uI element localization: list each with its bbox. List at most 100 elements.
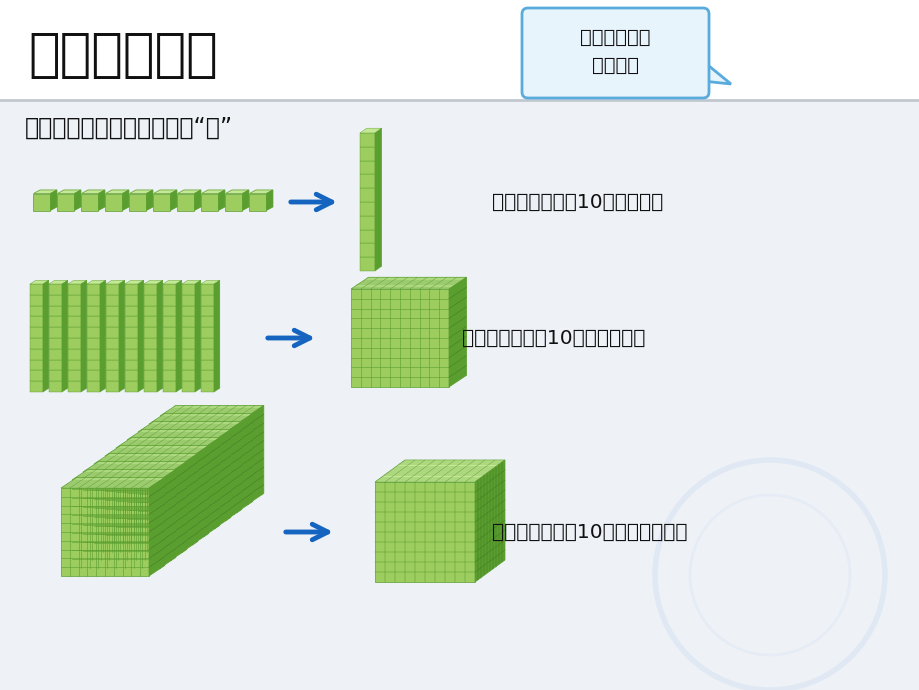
Polygon shape [61, 488, 149, 576]
Polygon shape [144, 381, 157, 392]
Polygon shape [204, 437, 220, 536]
Polygon shape [106, 338, 119, 349]
Polygon shape [94, 453, 198, 464]
Polygon shape [359, 230, 375, 244]
Polygon shape [72, 480, 160, 568]
Polygon shape [177, 190, 200, 193]
Polygon shape [200, 280, 220, 284]
Polygon shape [182, 284, 195, 295]
Polygon shape [359, 188, 375, 202]
Polygon shape [692, 57, 731, 84]
Polygon shape [201, 193, 219, 210]
Polygon shape [57, 193, 74, 210]
Polygon shape [138, 280, 143, 392]
Polygon shape [68, 317, 81, 327]
Bar [0, 0, 919, 100]
Polygon shape [149, 477, 165, 576]
Polygon shape [163, 295, 176, 306]
Polygon shape [163, 381, 176, 392]
Polygon shape [87, 306, 100, 317]
Polygon shape [163, 338, 176, 349]
Polygon shape [72, 469, 176, 480]
Polygon shape [448, 277, 466, 387]
Polygon shape [30, 284, 43, 295]
Polygon shape [359, 133, 375, 147]
Polygon shape [182, 453, 198, 552]
Polygon shape [106, 349, 119, 359]
Polygon shape [68, 349, 81, 359]
Polygon shape [62, 280, 68, 392]
Polygon shape [68, 284, 81, 295]
Polygon shape [226, 422, 242, 520]
Polygon shape [30, 295, 43, 306]
Polygon shape [30, 280, 49, 284]
Polygon shape [30, 371, 43, 381]
Polygon shape [30, 327, 43, 338]
Polygon shape [138, 422, 242, 432]
Polygon shape [200, 295, 214, 306]
Polygon shape [182, 359, 195, 371]
Polygon shape [49, 295, 62, 306]
Polygon shape [30, 381, 43, 392]
Polygon shape [249, 193, 267, 210]
Text: 二、探究新知: 二、探究新知 [28, 29, 218, 81]
Polygon shape [106, 193, 122, 210]
Polygon shape [359, 244, 375, 257]
Polygon shape [116, 448, 204, 536]
Polygon shape [182, 338, 195, 349]
Polygon shape [83, 462, 187, 472]
Polygon shape [106, 359, 119, 371]
Polygon shape [68, 280, 86, 284]
Polygon shape [359, 147, 375, 161]
Polygon shape [87, 295, 100, 306]
Polygon shape [163, 280, 182, 284]
Polygon shape [200, 284, 214, 295]
Polygon shape [200, 306, 214, 317]
Polygon shape [106, 327, 119, 338]
Polygon shape [49, 381, 62, 392]
Polygon shape [177, 193, 194, 210]
Polygon shape [106, 295, 119, 306]
Polygon shape [200, 317, 214, 327]
Polygon shape [144, 280, 163, 284]
Polygon shape [49, 349, 62, 359]
Polygon shape [146, 190, 153, 210]
Polygon shape [144, 306, 157, 317]
Polygon shape [68, 327, 81, 338]
Polygon shape [182, 306, 195, 317]
Polygon shape [106, 317, 119, 327]
Polygon shape [214, 280, 220, 392]
Polygon shape [130, 190, 153, 193]
Polygon shape [351, 277, 466, 289]
Polygon shape [267, 190, 273, 210]
Polygon shape [94, 464, 182, 552]
Polygon shape [182, 349, 195, 359]
Polygon shape [351, 289, 448, 387]
Polygon shape [160, 416, 248, 504]
Polygon shape [87, 327, 100, 338]
Polygon shape [375, 482, 474, 582]
Polygon shape [163, 284, 176, 295]
Polygon shape [375, 128, 381, 271]
Polygon shape [68, 359, 81, 371]
Polygon shape [116, 437, 220, 448]
Polygon shape [182, 381, 195, 392]
Polygon shape [81, 280, 86, 392]
Polygon shape [474, 460, 505, 582]
Polygon shape [182, 327, 195, 338]
Polygon shape [49, 284, 62, 295]
Polygon shape [359, 128, 381, 133]
Polygon shape [163, 327, 176, 338]
Polygon shape [87, 284, 100, 295]
Polygon shape [182, 295, 195, 306]
Polygon shape [49, 359, 62, 371]
Polygon shape [30, 349, 43, 359]
Polygon shape [61, 477, 165, 488]
Polygon shape [68, 295, 81, 306]
Polygon shape [82, 190, 105, 193]
Polygon shape [237, 413, 253, 512]
Polygon shape [153, 193, 170, 210]
Polygon shape [200, 381, 214, 392]
Polygon shape [30, 317, 43, 327]
Polygon shape [43, 280, 49, 392]
